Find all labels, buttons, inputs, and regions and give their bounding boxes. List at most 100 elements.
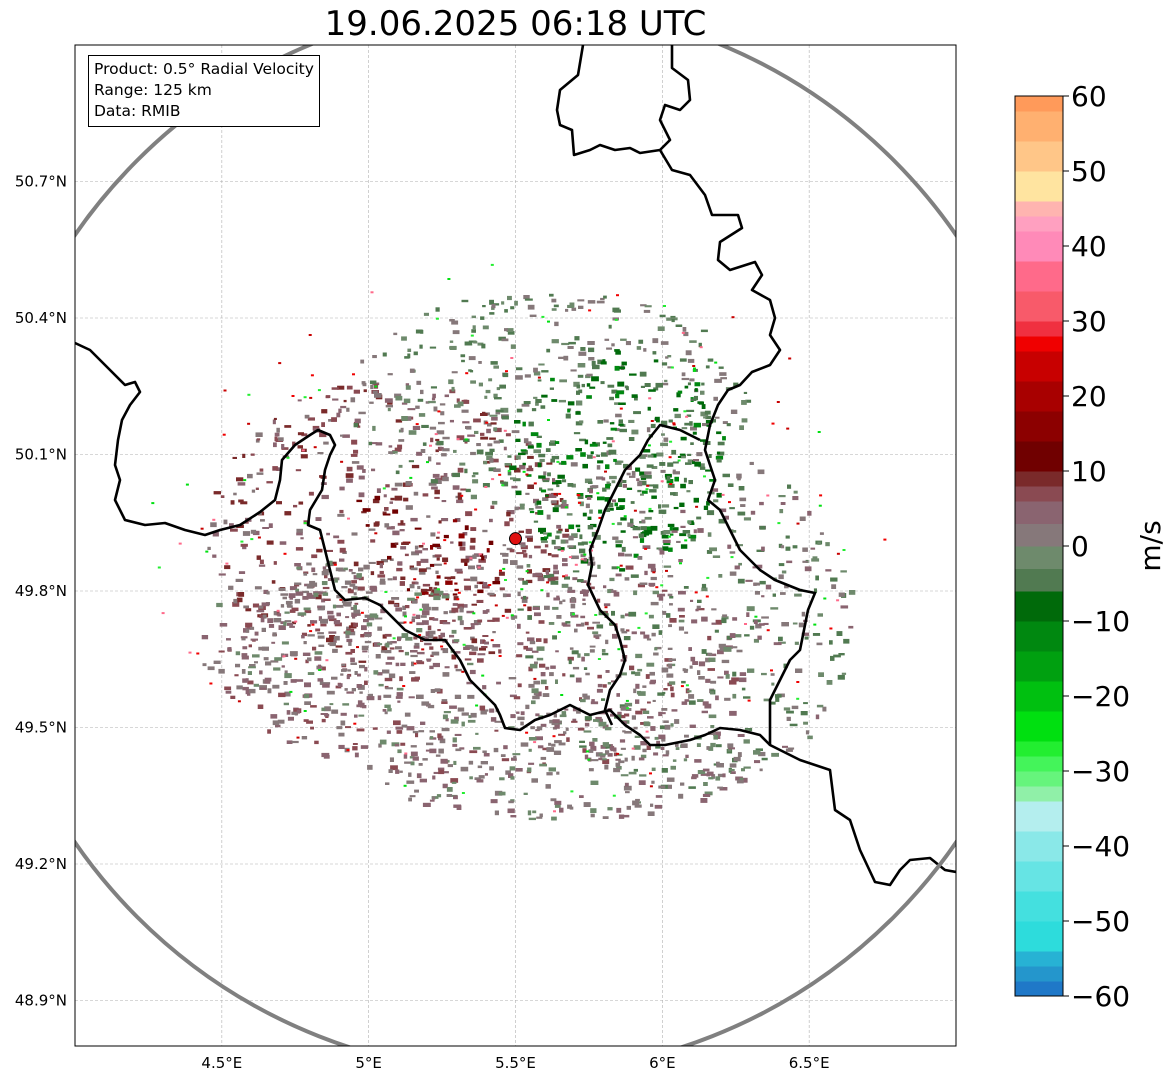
echo-pixel (432, 796, 436, 800)
echo-pixel (817, 431, 821, 433)
echo-pixel (374, 532, 378, 535)
echo-pixel (656, 740, 660, 745)
echo-pixel (259, 614, 266, 618)
echo-pixel (667, 593, 673, 597)
echo-pixel (597, 683, 603, 688)
echo-pixel (601, 698, 606, 701)
echo-pixel (255, 432, 263, 437)
echo-pixel (789, 723, 798, 727)
echo-pixel (645, 730, 649, 733)
echo-pixel (235, 663, 241, 668)
echo-pixel (680, 685, 684, 688)
echo-pixel (803, 721, 808, 725)
echo-pixel (792, 545, 798, 549)
echo-pixel (462, 421, 470, 424)
echo-pixel (591, 360, 596, 366)
echo-pixel (605, 639, 609, 645)
echo-pixel (422, 542, 425, 545)
echo-pixel (597, 674, 602, 679)
echo-pixel (474, 584, 478, 589)
echo-pixel (646, 638, 652, 641)
echo-pixel (739, 777, 744, 780)
echo-pixel (462, 643, 466, 646)
echo-pixel (618, 552, 625, 557)
echo-pixel (689, 378, 695, 382)
echo-pixel (616, 566, 620, 569)
echo-pixel (276, 609, 280, 612)
echo-pixel (743, 739, 750, 744)
echo-pixel (223, 519, 228, 525)
echo-pixel (597, 496, 605, 501)
echo-pixel (796, 522, 800, 525)
echo-pixel (683, 758, 688, 762)
echo-pixel (546, 581, 550, 584)
echo-pixel (706, 771, 714, 776)
echo-pixel (404, 553, 409, 557)
echo-pixel (794, 641, 799, 645)
echo-pixel (645, 674, 650, 679)
echo-pixel (464, 341, 473, 346)
echo-pixel (549, 493, 557, 498)
echo-pixel (705, 415, 712, 420)
echo-pixel (522, 549, 527, 553)
echo-pixel (684, 385, 689, 389)
echo-pixel (705, 678, 711, 683)
echo-pixel (482, 411, 486, 415)
echo-pixel (615, 428, 620, 432)
echo-pixel (679, 562, 682, 565)
echo-pixel (584, 722, 590, 727)
echo-pixel (741, 687, 746, 691)
echo-pixel (631, 394, 638, 398)
echo-pixel (388, 769, 393, 773)
echo-pixel (473, 341, 478, 344)
echo-pixel (660, 420, 668, 426)
echo-pixel (226, 638, 231, 641)
echo-pixel (588, 586, 595, 590)
echo-pixel (382, 487, 386, 490)
echo-pixel (848, 590, 856, 595)
echo-pixel (298, 501, 304, 505)
echo-pixel (527, 637, 535, 642)
echo-pixel (273, 667, 281, 671)
echo-pixel (218, 573, 226, 576)
echo-pixel (236, 597, 243, 603)
echo-pixel (635, 710, 643, 715)
echo-pixel (434, 563, 442, 566)
echo-pixel (225, 690, 232, 694)
echo-pixel (294, 598, 301, 604)
echo-pixel (637, 583, 645, 588)
echo-pixel (778, 636, 783, 641)
echo-pixel (357, 586, 365, 591)
echo-pixel (708, 454, 712, 458)
echo-pixel (387, 555, 392, 560)
echo-pixel (494, 604, 498, 607)
echo-pixel (650, 576, 657, 581)
echo-pixel (648, 582, 656, 586)
echo-pixel (414, 527, 422, 530)
echo-pixel (409, 584, 415, 589)
echo-pixel (279, 541, 287, 545)
echo-pixel (485, 451, 493, 456)
echo-pixel (303, 607, 311, 611)
echo-pixel (333, 535, 340, 539)
echo-pixel (358, 411, 366, 415)
echo-pixel (443, 534, 449, 539)
echo-pixel (633, 509, 637, 512)
echo-pixel (200, 527, 204, 530)
echo-pixel (571, 720, 578, 723)
echo-pixel (605, 487, 611, 490)
echo-pixel (830, 577, 838, 582)
echo-pixel (362, 382, 367, 387)
echo-pixel (565, 727, 569, 731)
echo-pixel (501, 614, 505, 617)
echo-pixel (389, 757, 394, 762)
echo-pixel (336, 612, 341, 617)
echo-pixel (403, 754, 408, 759)
echo-pixel (553, 570, 559, 575)
echo-pixel (620, 517, 627, 521)
echo-pixel (698, 463, 705, 468)
echo-pixel (587, 525, 594, 530)
echo-pixel (688, 647, 692, 651)
echo-pixel (667, 462, 674, 467)
echo-pixel (800, 711, 808, 716)
